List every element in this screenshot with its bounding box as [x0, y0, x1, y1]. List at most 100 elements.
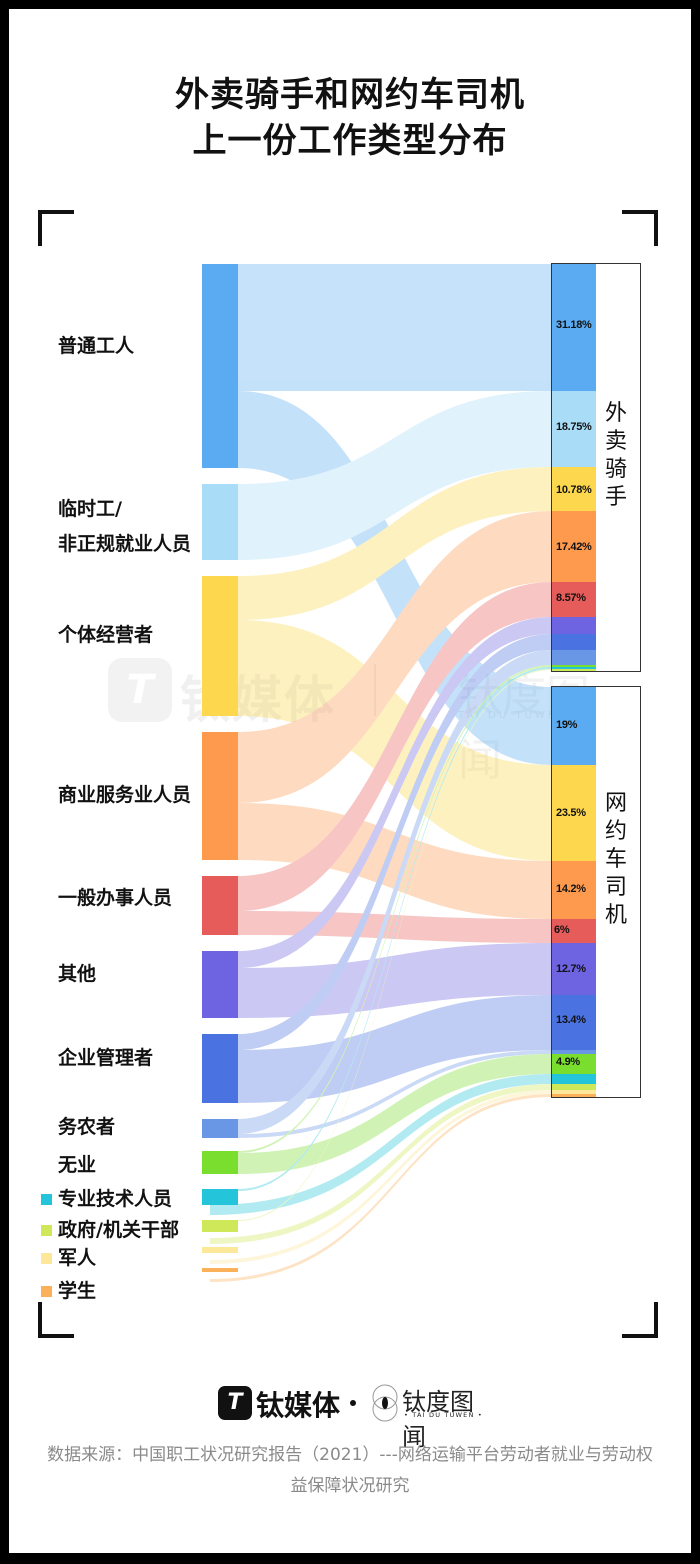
data-source-note: 数据来源：中国职工状况研究报告（2021）---网络运输平台劳动者就业与劳动权 …: [20, 1440, 680, 1502]
label-other: 其他: [58, 963, 97, 985]
group-label-ride-char: 网: [604, 791, 627, 816]
footer-brand-2-name: 钛度图闻: [402, 1388, 474, 1451]
seg-ride-military: [552, 1090, 596, 1094]
label-students: 学生: [58, 1280, 97, 1302]
group-label-ride: 网 约 车 司 机: [603, 790, 629, 930]
segment-label-delivery-clerks: 8.57%: [556, 592, 586, 604]
flow-clerks-delivery: [238, 582, 552, 911]
group-label-delivery-char: 外: [604, 401, 627, 426]
label-government: 政府/机关干部: [58, 1219, 179, 1241]
seg-ride-other: [552, 943, 596, 995]
source-nodes: [202, 264, 238, 1272]
eye-logo-icon: [372, 1384, 398, 1422]
label-farmers: 务农者: [58, 1116, 116, 1138]
flow-self-ride: [238, 620, 552, 861]
seg-delivery-commerce: [552, 511, 596, 582]
corner-bracket-top-left: [38, 210, 74, 246]
seg-ride-clerks: [552, 919, 596, 943]
seg-delivery-farmers: [552, 650, 596, 665]
seg-ride-farmers: [552, 1050, 596, 1054]
source-line-1: 数据来源：中国职工状况研究报告（2021）---网络运输平台劳动者就业与劳动权: [47, 1445, 653, 1465]
node-temp: [202, 484, 238, 560]
segment-label-delivery-self: 10.78%: [556, 484, 592, 496]
group-label-delivery-char: 卖: [604, 429, 627, 454]
flow-government-delivery: [238, 669, 552, 1221]
flow-commerce-delivery: [238, 511, 552, 803]
seg-delivery-other: [552, 617, 596, 634]
flow-other-ride: [238, 943, 552, 1018]
node-other: [202, 951, 238, 1018]
node-government: [202, 1220, 238, 1232]
sankey-flows: [210, 264, 552, 1282]
legend-swatch-professionals: [41, 1194, 52, 1205]
group-label-ride-char: 约: [604, 819, 627, 844]
flow-self-delivery: [238, 467, 552, 620]
seg-ride-students: [552, 1094, 596, 1097]
footer-brand-logos: T 钛媒体 钛度图闻 • TAI DU TUWEN •: [218, 1384, 488, 1451]
footer-brand-2-en: • TAI DU TUWEN •: [404, 1411, 483, 1419]
label-commerce: 商业服务业人员: [58, 784, 192, 806]
seg-ride-managers: [552, 995, 596, 1050]
footer-separator-dot: [350, 1400, 356, 1406]
flow-other-delivery: [238, 617, 552, 968]
flow-workers-delivery: [238, 264, 552, 391]
node-students: [202, 1268, 238, 1272]
seg-delivery-professionals: [552, 667, 596, 669]
corner-bracket-top-right: [622, 210, 658, 246]
group-label-delivery: 外 卖 骑 手: [603, 400, 629, 512]
segment-label-ride-commerce: 14.2%: [556, 883, 586, 895]
flow-managers-ride: [238, 995, 552, 1103]
title-line-1: 外卖骑手和网约车司机: [175, 75, 525, 115]
node-clerks: [202, 876, 238, 935]
segment-label-delivery-temp: 18.75%: [556, 421, 592, 433]
legend-swatch-students: [41, 1286, 52, 1297]
segment-label-delivery-commerce: 17.42%: [556, 541, 592, 553]
label-temp-line1: 临时工/: [58, 498, 122, 520]
flow-professionals-delivery: [238, 667, 552, 1191]
seg-delivery-temp: [552, 391, 596, 467]
flow-clerks-ride: [238, 911, 552, 943]
flow-farmers-ride: [238, 1050, 552, 1138]
node-military: [202, 1247, 238, 1253]
node-professionals: [202, 1189, 238, 1205]
node-managers: [202, 1034, 238, 1103]
seg-delivery-government: [552, 669, 596, 671]
group-label-ride-char: 机: [604, 903, 627, 928]
segment-label-ride-other: 12.7%: [556, 963, 586, 975]
group-box-delivery: [551, 263, 641, 672]
target-ride-segments: [552, 687, 596, 1097]
label-self-employed: 个体经营者: [58, 624, 154, 646]
flow-workers-ride: [238, 391, 552, 765]
seg-ride-self: [552, 765, 596, 861]
group-label-delivery-char: 骑: [604, 457, 627, 482]
flow-managers-delivery: [238, 634, 552, 1050]
seg-ride-government: [552, 1084, 596, 1090]
flow-unemployed-ride: [238, 1054, 552, 1174]
node-workers: [202, 264, 238, 468]
corner-bracket-bottom-right: [622, 1302, 658, 1338]
label-professionals: 专业技术人员: [58, 1188, 173, 1210]
legend-swatch-military: [41, 1253, 52, 1264]
label-workers: 普通工人: [58, 335, 135, 357]
seg-ride-workers: [552, 687, 596, 765]
segment-label-delivery-workers: 31.18%: [556, 319, 592, 331]
legend-swatch-government: [41, 1225, 52, 1236]
footer-brand-name: 钛媒体: [256, 1389, 341, 1422]
label-military: 军人: [58, 1247, 97, 1269]
segment-label-ride-self: 23.5%: [556, 807, 586, 819]
chart-title: 外卖骑手和网约车司机 上一份工作类型分布: [0, 72, 700, 164]
seg-delivery-managers: [552, 634, 596, 650]
node-unemployed: [202, 1151, 238, 1174]
segment-label-ride-workers: 19%: [556, 719, 578, 731]
flow-unemployed-delivery: [238, 665, 552, 1153]
node-farmers: [202, 1119, 238, 1138]
seg-ride-commerce: [552, 861, 596, 919]
group-label-ride-char: 车: [604, 847, 627, 872]
flow-temp-delivery: [238, 391, 552, 560]
seg-ride-unemployed: [552, 1054, 596, 1074]
group-box-ride: [551, 686, 641, 1098]
target-delivery-segments: [552, 264, 596, 671]
seg-delivery-unemployed: [552, 665, 596, 667]
label-managers: 企业管理者: [58, 1047, 154, 1069]
